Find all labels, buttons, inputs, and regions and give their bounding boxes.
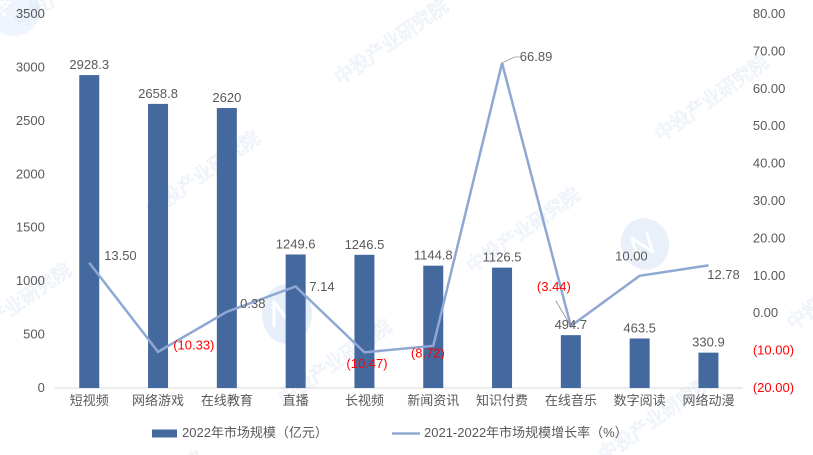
svg-text:2000: 2000 xyxy=(16,166,45,181)
svg-text:30.00: 30.00 xyxy=(753,193,786,208)
svg-text:7.14: 7.14 xyxy=(309,279,334,294)
svg-text:0.00: 0.00 xyxy=(753,305,778,320)
svg-text:2658.8: 2658.8 xyxy=(138,86,178,101)
svg-text:1144.8: 1144.8 xyxy=(414,248,453,263)
svg-text:网络动漫: 网络动漫 xyxy=(682,393,734,408)
svg-text:2500: 2500 xyxy=(16,113,45,128)
svg-text:2928.3: 2928.3 xyxy=(69,57,109,72)
svg-text:0.38: 0.38 xyxy=(240,296,265,311)
svg-text:20.00: 20.00 xyxy=(753,230,786,245)
svg-text:1249.6: 1249.6 xyxy=(276,236,316,251)
svg-text:(20.00): (20.00) xyxy=(753,380,794,395)
svg-text:60.00: 60.00 xyxy=(753,81,786,96)
svg-text:(10.47): (10.47) xyxy=(346,356,387,371)
svg-text:3000: 3000 xyxy=(16,59,45,74)
svg-text:10.00: 10.00 xyxy=(753,268,786,283)
svg-text:在线音乐: 在线音乐 xyxy=(545,393,597,408)
svg-text:1500: 1500 xyxy=(16,220,45,235)
svg-text:10.00: 10.00 xyxy=(615,249,648,264)
svg-text:(3.44): (3.44) xyxy=(537,279,571,294)
svg-text:(10.00): (10.00) xyxy=(753,343,794,358)
svg-text:知识付费: 知识付费 xyxy=(476,393,528,408)
svg-text:50.00: 50.00 xyxy=(753,118,786,133)
svg-text:463.5: 463.5 xyxy=(623,320,656,335)
svg-text:3500: 3500 xyxy=(16,6,45,21)
svg-text:短视频: 短视频 xyxy=(70,393,109,408)
svg-text:2620: 2620 xyxy=(212,90,241,105)
svg-text:494.7: 494.7 xyxy=(555,317,588,332)
svg-text:在线教育: 在线教育 xyxy=(201,393,253,408)
svg-text:新闻资讯: 新闻资讯 xyxy=(407,393,459,408)
svg-text:长视频: 长视频 xyxy=(345,393,384,408)
svg-text:80.00: 80.00 xyxy=(753,6,786,21)
svg-text:2021-2022年市场规模增长率（%）: 2021-2022年市场规模增长率（%） xyxy=(424,425,628,440)
svg-text:13.50: 13.50 xyxy=(104,248,137,263)
svg-text:500: 500 xyxy=(23,327,45,342)
svg-text:网络游戏: 网络游戏 xyxy=(132,393,184,408)
svg-text:1246.5: 1246.5 xyxy=(345,237,385,252)
svg-text:(10.33): (10.33) xyxy=(173,338,214,353)
svg-text:40.00: 40.00 xyxy=(753,156,786,171)
svg-text:0: 0 xyxy=(38,380,45,395)
svg-text:12.78: 12.78 xyxy=(707,267,740,282)
svg-text:330.9: 330.9 xyxy=(692,335,725,350)
svg-text:数字阅读: 数字阅读 xyxy=(614,393,666,408)
svg-text:(8.72): (8.72) xyxy=(411,346,445,361)
svg-text:2022年市场规模（亿元）: 2022年市场规模（亿元） xyxy=(182,425,328,440)
svg-text:1126.5: 1126.5 xyxy=(483,250,522,265)
svg-text:直播: 直播 xyxy=(283,393,309,408)
svg-text:66.89: 66.89 xyxy=(520,49,553,64)
svg-text:70.00: 70.00 xyxy=(753,43,786,58)
svg-text:1000: 1000 xyxy=(16,273,45,288)
